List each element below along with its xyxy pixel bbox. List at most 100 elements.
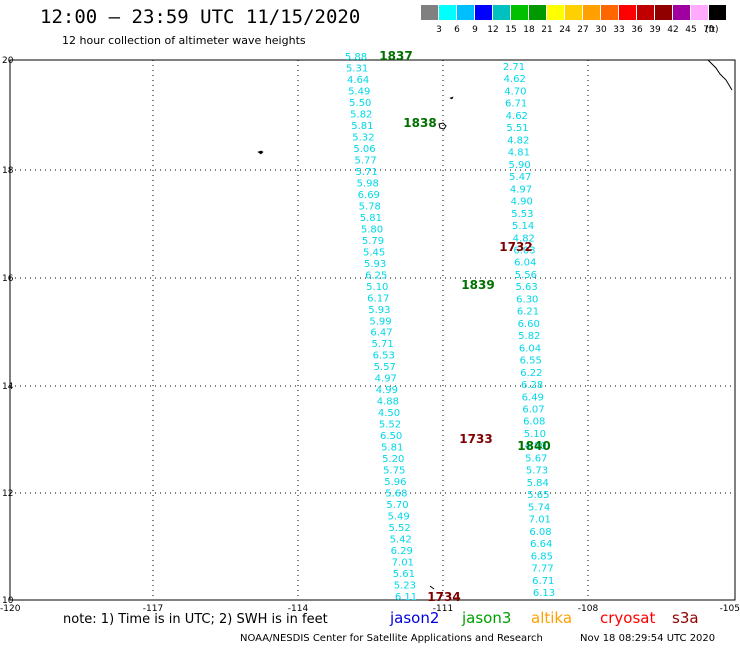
legend-swatch <box>619 5 636 20</box>
legend-swatch <box>475 5 492 20</box>
wave-height-value: 5.99 <box>369 316 391 327</box>
wave-height-value: 7.01 <box>392 558 414 569</box>
legend-swatch <box>511 5 528 20</box>
wave-height-value: 6.50 <box>380 431 402 442</box>
wave-height-value: 5.56 <box>515 270 537 281</box>
satellite-s3a: s3a <box>672 609 699 627</box>
wave-height-value: 6.07 <box>522 405 544 416</box>
legend-swatch <box>709 5 726 20</box>
wave-height-value: 6.30 <box>516 294 538 305</box>
wave-height-value: 5.84 <box>527 478 549 489</box>
legend-label: 9 <box>472 25 478 35</box>
legend-label: 42 <box>667 25 679 35</box>
wave-height-value: 6.11 <box>395 592 417 603</box>
wave-height-value: 5.63 <box>515 282 537 293</box>
wave-height-value: 6.03 <box>513 246 535 257</box>
island-shape <box>429 585 435 590</box>
legend-label: 24 <box>559 25 571 35</box>
wave-height-value: 4.50 <box>378 408 400 419</box>
satellite-cryosat: cryosat <box>600 609 656 627</box>
wave-height-value: 6.85 <box>531 551 553 562</box>
legend-swatch <box>601 5 618 20</box>
wave-height-value: 5.81 <box>360 213 382 224</box>
wave-height-value: 6.29 <box>391 546 413 557</box>
legend-label: 70 <box>703 25 715 35</box>
wave-height-value: 5.52 <box>388 523 410 534</box>
wave-height-value: 6.04 <box>514 258 536 269</box>
legend-label: 27 <box>577 25 589 35</box>
wave-height-value: 6.64 <box>530 539 552 550</box>
legend-label: 18 <box>523 25 535 35</box>
legend-swatch <box>421 5 438 20</box>
wave-height-value: 5.50 <box>349 98 371 109</box>
wave-height-value: 5.06 <box>353 144 375 155</box>
wave-height-value: 5.82 <box>518 331 540 342</box>
wave-height-value: 5.65 <box>527 490 549 501</box>
wave-height-value: 4.99 <box>376 385 398 396</box>
legend-label: 30 <box>595 25 607 35</box>
satellite-altika: altika <box>531 609 573 627</box>
wave-height-value: 4.70 <box>504 87 526 98</box>
wave-height-value: 5.70 <box>386 500 408 511</box>
wave-height-value: 5.23 <box>394 581 416 592</box>
lon-tick-label: -114 <box>288 604 309 614</box>
island-shape <box>449 96 454 100</box>
wave-height-value: 4.89 <box>524 441 546 452</box>
wave-height-value: 6.22 <box>520 368 542 379</box>
pass-time-label: 1840 <box>517 439 550 453</box>
wave-height-value: 6.49 <box>522 392 544 403</box>
legend-swatch <box>529 5 546 20</box>
wave-height-value: 6.71 <box>505 99 527 110</box>
wave-height-value: 5.96 <box>384 477 406 488</box>
legend-swatch <box>565 5 582 20</box>
wave-height-value: 5.14 <box>512 221 534 232</box>
wave-height-value: 5.77 <box>354 155 376 166</box>
wave-height-value: 4.82 <box>513 233 535 244</box>
wave-height-value: 6.08 <box>529 527 551 538</box>
page-title: 12:00 — 23:59 UTC 11/15/2020 <box>40 6 361 28</box>
wave-height-value: 5.68 <box>385 489 407 500</box>
wave-height-value: 5.49 <box>348 87 370 98</box>
lon-tick-label: -108 <box>578 604 599 614</box>
wave-height-value: 6.08 <box>523 417 545 428</box>
satellite-jason2: jason2 <box>390 609 440 627</box>
wave-height-value: 5.71 <box>371 339 393 350</box>
wave-height-value: 5.90 <box>508 160 530 171</box>
coastline-shape <box>707 59 733 91</box>
legend-label: 39 <box>649 25 661 35</box>
pass-time-label: 1732 <box>499 240 532 254</box>
wave-height-value: 5.93 <box>364 259 386 270</box>
wave-height-value: 4.62 <box>504 74 526 85</box>
lat-tick-label: 12 <box>2 489 13 499</box>
wave-height-value: 7.01 <box>529 515 551 526</box>
legend-swatch <box>673 5 690 20</box>
page-subtitle: 12 hour collection of altimeter wave hei… <box>62 34 306 47</box>
wave-height-value: 5.71 <box>355 167 377 178</box>
legend-label: 3 <box>436 25 442 35</box>
wave-height-value: 4.88 <box>377 397 399 408</box>
wave-height-value: 6.60 <box>518 319 540 330</box>
lon-tick-label: -117 <box>143 604 163 614</box>
lon-tick-label: -111 <box>433 604 453 614</box>
legend-swatch <box>691 5 708 20</box>
wave-height-value: 5.88 <box>345 52 367 63</box>
lat-tick-label: 18 <box>2 166 14 176</box>
wave-height-value: 6.04 <box>519 343 541 354</box>
pass-time-label: 1838 <box>403 116 436 130</box>
wave-height-value: 5.10 <box>524 429 546 440</box>
footer-note: note: 1) Time is in UTC; 2) SWH is in fe… <box>63 612 328 627</box>
pass-time-label: 1734 <box>427 590 460 604</box>
wave-height-value: 6.28 <box>521 380 543 391</box>
wave-height-value: 5.81 <box>351 121 373 132</box>
island-shape <box>257 150 264 155</box>
wave-height-value: 5.47 <box>509 172 531 183</box>
wave-height-value: 6.47 <box>370 328 392 339</box>
wave-height-value: 5.73 <box>526 466 548 477</box>
pass-time-label: 1733 <box>459 432 492 446</box>
lon-tick-label: -105 <box>720 604 740 614</box>
wave-height-value: 5.67 <box>525 453 547 464</box>
legend-swatch <box>655 5 672 20</box>
wave-height-value: 5.79 <box>362 236 384 247</box>
legend-unit: (ft) <box>705 25 719 35</box>
